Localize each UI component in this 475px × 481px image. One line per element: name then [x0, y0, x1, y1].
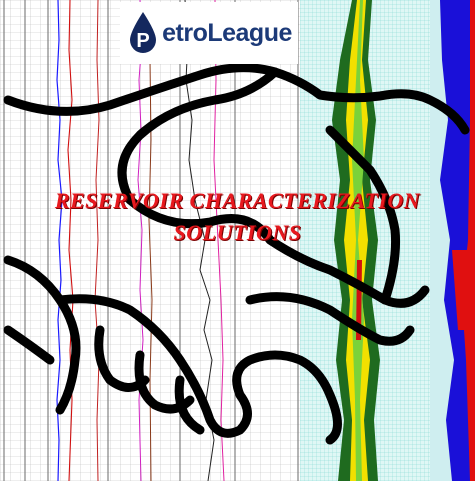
- headline-line-1: RESERVOIR CHARACTERIZATION: [54, 188, 421, 213]
- blue-log-curve: [56, 0, 63, 481]
- red-log-curve-2: [94, 0, 100, 481]
- knuckles-outline: [94, 325, 205, 435]
- lower-hand-outline: [55, 294, 342, 445]
- upper-hand-outline: [117, 67, 430, 308]
- svg-text:P: P: [136, 30, 149, 52]
- right-track-red-block: [452, 250, 475, 330]
- lithology-band-light-green: [352, 0, 364, 481]
- logo-wordmark: etroLeague: [162, 18, 292, 47]
- log-track-dividers: [3, 0, 299, 481]
- lower-arm-outline: [3, 255, 81, 415]
- headline-line-2: SOLUTIONS: [173, 220, 302, 245]
- right-track-red-fill: [462, 0, 475, 481]
- upper-arm-outline: [3, 63, 470, 135]
- black-log-curve: [184, 0, 215, 481]
- wrist-outline: [3, 325, 55, 365]
- pink-log-curve: [213, 0, 225, 481]
- oil-drop-icon: P: [130, 12, 157, 53]
- finger-outline-1: [325, 125, 401, 305]
- thumb-outline: [245, 292, 415, 346]
- company-logo: P etroLeague: [120, 2, 298, 64]
